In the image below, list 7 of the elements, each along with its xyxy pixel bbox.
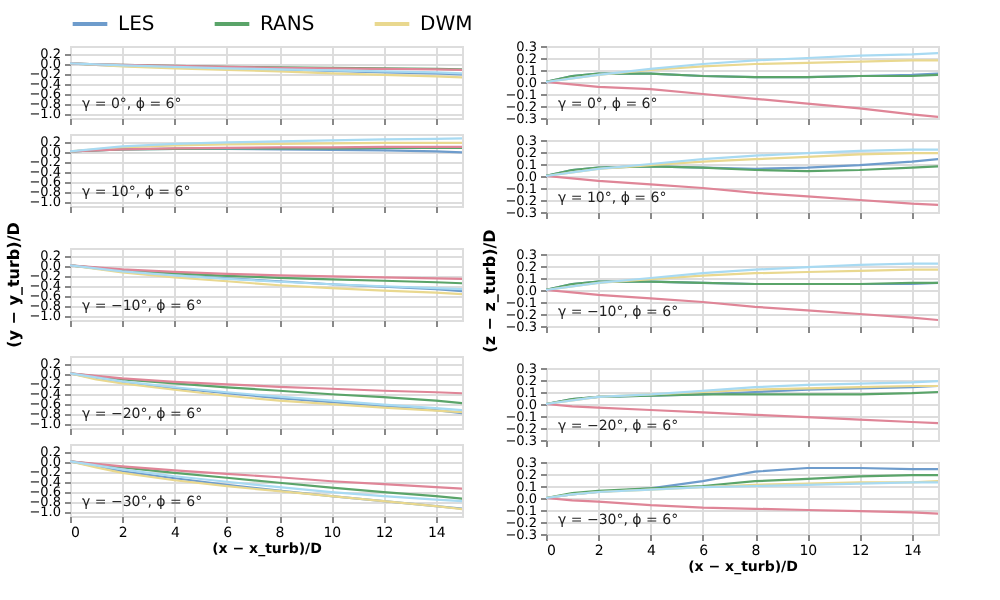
legend-label: LES [118,14,155,36]
line-series [70,264,462,280]
legend-label: DWM [420,14,473,36]
line-series [70,137,462,153]
y-axis-title: (z − z_turb)/D [481,228,500,353]
legend-label: RANS [260,14,315,36]
y-axis-title: (y − y_turb)/D [5,221,24,348]
